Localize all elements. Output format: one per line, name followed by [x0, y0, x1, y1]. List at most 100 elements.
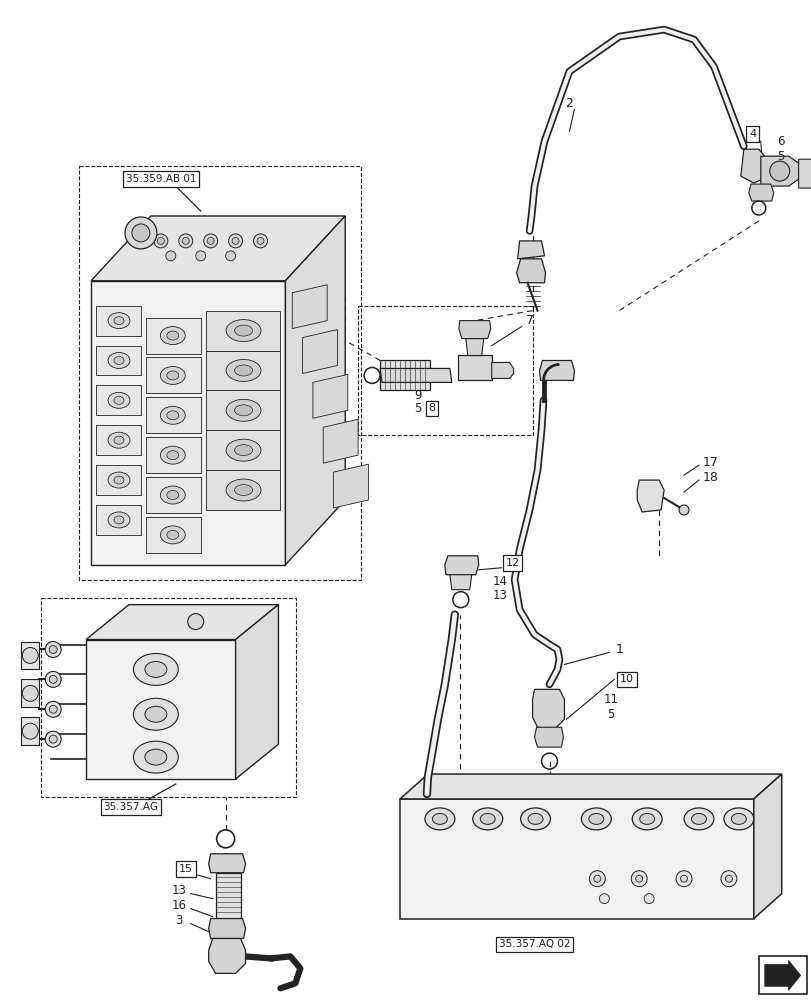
Polygon shape — [146, 318, 200, 354]
Polygon shape — [146, 477, 200, 513]
Bar — [41, 598, 296, 797]
Ellipse shape — [133, 698, 178, 730]
Ellipse shape — [108, 512, 130, 528]
Circle shape — [635, 875, 642, 882]
Circle shape — [599, 894, 608, 904]
Polygon shape — [753, 774, 781, 919]
Circle shape — [45, 731, 61, 747]
Polygon shape — [491, 362, 513, 378]
Polygon shape — [146, 437, 200, 473]
Text: 10: 10 — [620, 674, 633, 684]
Polygon shape — [205, 311, 280, 351]
Ellipse shape — [108, 392, 130, 408]
Circle shape — [720, 871, 736, 887]
Polygon shape — [444, 556, 478, 575]
Circle shape — [676, 871, 691, 887]
Polygon shape — [205, 470, 280, 510]
Ellipse shape — [133, 653, 178, 685]
Ellipse shape — [114, 516, 124, 524]
Ellipse shape — [472, 808, 502, 830]
Ellipse shape — [234, 445, 252, 456]
Circle shape — [195, 251, 205, 261]
Polygon shape — [457, 355, 491, 380]
Polygon shape — [285, 216, 345, 565]
Ellipse shape — [527, 813, 543, 824]
Ellipse shape — [166, 491, 178, 500]
Ellipse shape — [144, 661, 166, 677]
Circle shape — [204, 234, 217, 248]
Polygon shape — [517, 241, 544, 259]
Ellipse shape — [520, 808, 550, 830]
Text: 6: 6 — [776, 135, 783, 148]
Ellipse shape — [114, 396, 124, 404]
Polygon shape — [466, 339, 483, 355]
Text: 5: 5 — [414, 402, 421, 415]
Circle shape — [22, 723, 38, 739]
Polygon shape — [760, 156, 798, 186]
Ellipse shape — [632, 808, 661, 830]
Ellipse shape — [234, 325, 252, 336]
Polygon shape — [532, 689, 564, 729]
Ellipse shape — [225, 439, 260, 461]
Polygon shape — [400, 774, 781, 799]
Ellipse shape — [581, 808, 611, 830]
Polygon shape — [205, 430, 280, 470]
Circle shape — [643, 894, 654, 904]
Circle shape — [253, 234, 267, 248]
Circle shape — [49, 675, 57, 683]
Ellipse shape — [133, 741, 178, 773]
Polygon shape — [380, 368, 451, 382]
Polygon shape — [216, 873, 240, 919]
Text: 8: 8 — [428, 403, 435, 413]
Ellipse shape — [234, 485, 252, 496]
Ellipse shape — [108, 313, 130, 329]
Ellipse shape — [160, 406, 185, 424]
Polygon shape — [449, 575, 471, 590]
Polygon shape — [534, 727, 563, 747]
Polygon shape — [91, 281, 285, 565]
Ellipse shape — [234, 405, 252, 416]
Text: 16: 16 — [171, 899, 186, 912]
Text: 11: 11 — [603, 693, 618, 706]
Circle shape — [22, 647, 38, 663]
Circle shape — [769, 161, 789, 181]
Text: 35.357.AG: 35.357.AG — [103, 802, 158, 812]
Polygon shape — [208, 854, 245, 873]
Text: 14: 14 — [491, 575, 507, 588]
Ellipse shape — [479, 813, 495, 824]
Polygon shape — [208, 919, 245, 938]
Text: 35.359.AB 01: 35.359.AB 01 — [126, 174, 195, 184]
Circle shape — [45, 642, 61, 657]
Polygon shape — [323, 419, 358, 463]
Polygon shape — [21, 679, 39, 707]
Circle shape — [178, 234, 192, 248]
Polygon shape — [146, 397, 200, 433]
Ellipse shape — [683, 808, 713, 830]
Ellipse shape — [225, 359, 260, 381]
Ellipse shape — [166, 451, 178, 460]
Circle shape — [232, 237, 238, 244]
Ellipse shape — [160, 526, 185, 544]
Ellipse shape — [234, 365, 252, 376]
Text: 5: 5 — [776, 150, 783, 163]
Ellipse shape — [114, 476, 124, 484]
Polygon shape — [303, 330, 337, 373]
Polygon shape — [21, 717, 39, 745]
Polygon shape — [208, 938, 245, 973]
Ellipse shape — [108, 432, 130, 448]
Polygon shape — [205, 351, 280, 390]
Ellipse shape — [144, 706, 166, 722]
Text: 7: 7 — [525, 314, 533, 327]
Circle shape — [125, 217, 157, 249]
Ellipse shape — [160, 446, 185, 464]
Polygon shape — [96, 385, 141, 415]
Text: 1: 1 — [615, 643, 622, 656]
Bar — [79, 166, 361, 580]
Circle shape — [49, 705, 57, 713]
Circle shape — [49, 735, 57, 743]
Text: 12: 12 — [505, 558, 519, 568]
Polygon shape — [86, 605, 278, 640]
Circle shape — [182, 237, 189, 244]
Text: 5: 5 — [607, 708, 614, 721]
Polygon shape — [86, 640, 235, 779]
